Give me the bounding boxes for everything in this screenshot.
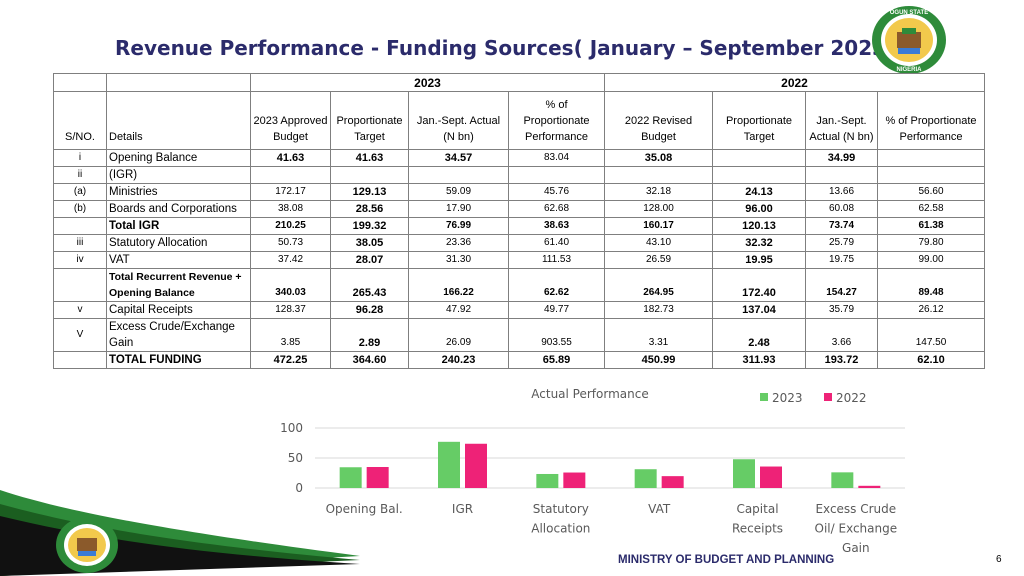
details-header: Details xyxy=(106,91,251,150)
year-2022-header: 2022 xyxy=(604,73,985,92)
chart-bars xyxy=(339,441,881,488)
table-row: iii Statutory Allocation 50.73 38.05 23.… xyxy=(53,234,985,252)
col-header: 2023 Approved Budget xyxy=(250,91,331,150)
table-row: v Capital Receipts 128.37 96.28 47.92 49… xyxy=(53,301,985,319)
bar-2023 xyxy=(438,441,460,488)
col-header: Proportionate Target xyxy=(330,91,409,150)
svg-text:NIGERIA: NIGERIA xyxy=(896,67,922,73)
chart-title: Actual Performance xyxy=(531,387,648,401)
page-title: Revenue Performance - Funding Sources( J… xyxy=(115,36,896,60)
table-row: Total IGR 210.25 199.32 76.99 38.63 160.… xyxy=(53,217,985,235)
legend-label: 2022 xyxy=(836,391,867,405)
bar-2022 xyxy=(661,476,684,488)
y-tick-label: 50 xyxy=(288,451,303,465)
legend-swatch xyxy=(760,393,768,401)
legend-swatch xyxy=(824,393,832,401)
page-number: 6 xyxy=(996,554,1002,565)
chart-legend: 2023 2022 xyxy=(760,391,867,405)
bar-2022 xyxy=(366,467,389,488)
decorative-swoosh xyxy=(0,490,360,576)
table-row: V Excess Crude/Exchange Gain 3.85 2.89 2… xyxy=(53,318,985,352)
bar-2023 xyxy=(831,472,854,488)
col-header: Jan.-Sept. Actual (N bn) xyxy=(805,91,878,150)
table-row: i Opening Balance 41.63 41.63 34.57 83.0… xyxy=(53,149,985,167)
col-header: Jan.-Sept. Actual (N bn) xyxy=(408,91,509,150)
legend-label: 2023 xyxy=(772,391,803,405)
bar-2023 xyxy=(634,469,657,488)
table-row: iv VAT 37.42 28.07 31.30 111.53 26.59 19… xyxy=(53,251,985,269)
revenue-table: 2023 2022 S/NO. Details 2023 Approved Bu… xyxy=(53,73,985,369)
y-tick-label: 100 xyxy=(280,421,303,435)
svg-text:OGUN STATE: OGUN STATE xyxy=(890,10,928,16)
x-tick-label: Statutory Allocation xyxy=(531,502,590,536)
x-tick-label: Capital Receipts xyxy=(732,502,783,536)
x-tick-label: Excess Crude Oil/ Exchange Gain xyxy=(815,502,898,555)
bar-2022 xyxy=(465,443,487,488)
bar-2022 xyxy=(563,472,586,488)
bar-2023 xyxy=(536,473,559,488)
sno-header: S/NO. xyxy=(53,91,107,150)
col-header: Proportionate Target xyxy=(712,91,806,150)
x-tick-label: IGR xyxy=(452,502,473,516)
table-row: ii (IGR) xyxy=(53,166,985,184)
bar-2022 xyxy=(760,466,782,488)
ogun-state-seal-logo: OGUN STATE NIGERIA xyxy=(872,6,946,74)
col-header: 2022 Revised Budget xyxy=(604,91,713,150)
year-2023-header: 2023 xyxy=(250,73,605,92)
bar-2022 xyxy=(858,485,881,488)
col-header: % of Proportionate Performance xyxy=(508,91,605,150)
col-header: % of Proportionate Performance xyxy=(877,91,985,150)
ogun-state-seal-logo-small xyxy=(56,517,118,573)
ministry-footer: MINISTRY OF BUDGET AND PLANNING xyxy=(618,554,835,566)
table-row: Total Recurrent Revenue + Opening Balanc… xyxy=(53,268,985,302)
x-tick-label: VAT xyxy=(648,502,671,516)
table-row: (b) Boards and Corporations 38.08 28.56 … xyxy=(53,200,985,218)
bar-2023 xyxy=(733,459,755,488)
table-row: (a) Ministries 172.17 129.13 59.09 45.76… xyxy=(53,183,985,201)
table-row-total: TOTAL FUNDING 472.25 364.60 240.23 65.89… xyxy=(53,351,985,369)
